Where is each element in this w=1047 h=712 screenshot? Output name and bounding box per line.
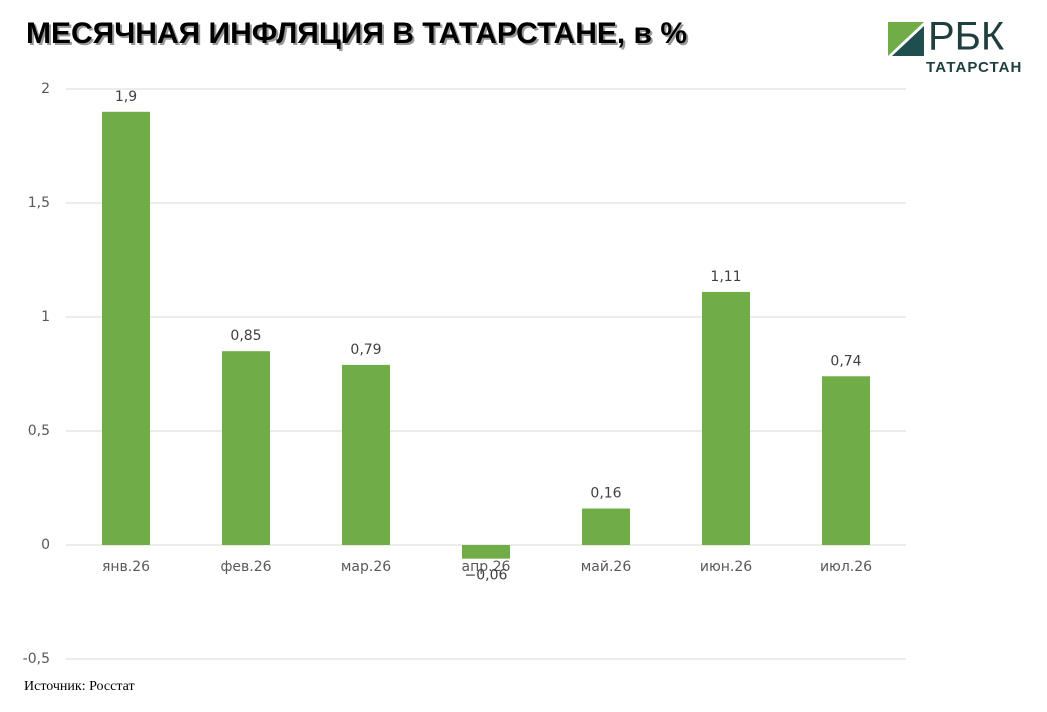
y-tick-label: 0: [41, 537, 50, 553]
y-tick-label: 1: [41, 309, 50, 325]
x-tick-label: апр.26: [462, 559, 511, 575]
logo-region: ТАТАРСТАН: [926, 59, 1022, 76]
data-label: 0,85: [230, 328, 261, 344]
bar: [342, 364, 390, 545]
bar: [222, 351, 270, 545]
y-tick-label: 0,5: [28, 423, 50, 439]
x-tick-label: июн.26: [700, 559, 752, 575]
x-tick-label: фев.26: [220, 559, 271, 575]
data-label: −0,06: [465, 568, 508, 584]
data-label: 0,16: [590, 486, 621, 502]
logo-icon: [888, 22, 924, 56]
y-tick-label: 1,5: [28, 195, 50, 211]
chart-title: МЕСЯЧНАЯ ИНФЛЯЦИЯ В ТАТАРСТАНЕ, в %: [26, 17, 687, 50]
bar: [462, 545, 510, 559]
data-label: 0,79: [350, 342, 381, 358]
title-shadow: МЕСЯЧНАЯ ИНФЛЯЦИЯ В ТАТАРСТАНЕ, в %: [28, 19, 689, 52]
data-label: 1,9: [115, 89, 137, 105]
x-tick-label: мар.26: [341, 559, 391, 575]
y-tick-label: -0,5: [23, 651, 50, 667]
source: Источник: Росстат: [24, 679, 135, 694]
logo: РБК ТАТАРСТАН: [888, 15, 1022, 76]
x-tick-label: янв.26: [102, 559, 150, 575]
data-label: 1,11: [710, 269, 741, 285]
bar: [582, 508, 630, 545]
bar: [822, 376, 870, 545]
x-tick-label: июл.26: [820, 559, 872, 575]
logo-icon: [892, 26, 924, 56]
bar: [702, 291, 750, 545]
bar: [102, 111, 150, 546]
logo-name: РБК: [928, 15, 1005, 59]
data-label: 0,74: [830, 353, 861, 369]
y-tick-label: 2: [41, 81, 50, 97]
x-tick-label: май.26: [581, 559, 632, 575]
